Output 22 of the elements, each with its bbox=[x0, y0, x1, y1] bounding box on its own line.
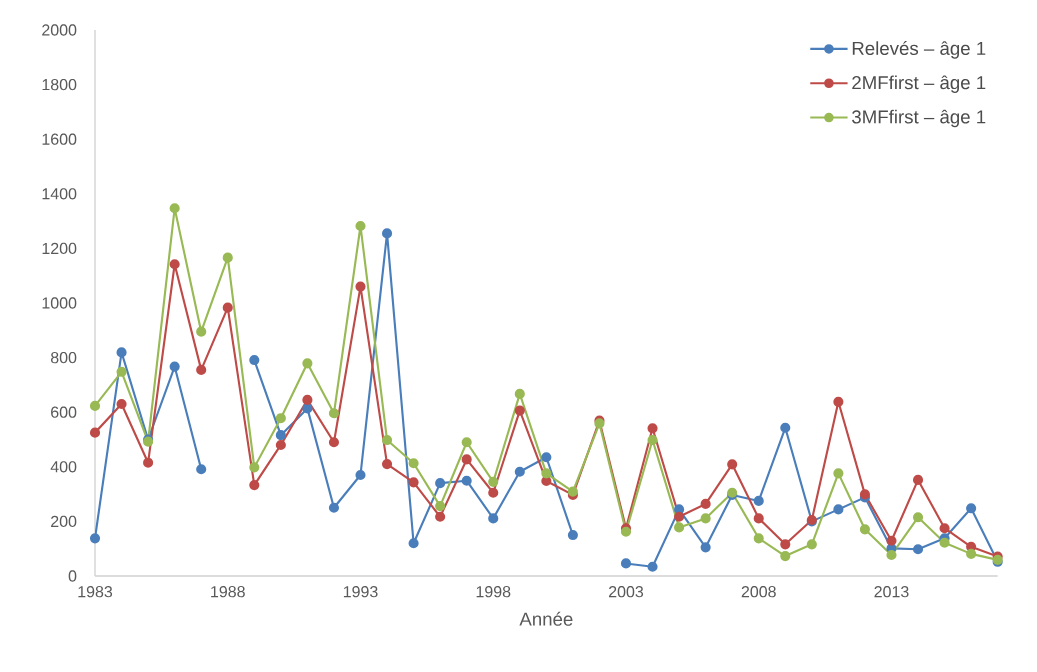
y-tick-label: 600 bbox=[51, 406, 77, 418]
legend-label: Relevés – âge 1 bbox=[852, 41, 986, 59]
x-tick-label: 2008 bbox=[741, 586, 776, 598]
x-tick-label: 2013 bbox=[874, 586, 909, 598]
y-tick-label: 200 bbox=[51, 515, 77, 528]
legend-label: 2MFfirst – âge 1 bbox=[852, 75, 986, 93]
y-tick-label: 1400 bbox=[42, 188, 77, 200]
x-tick-label: 1993 bbox=[343, 586, 378, 598]
x-tick-label: 1983 bbox=[78, 586, 113, 598]
y-tick-label: 1000 bbox=[42, 297, 77, 309]
y-tick-label: 400 bbox=[50, 461, 77, 473]
x-axis-title: Année bbox=[519, 611, 573, 626]
x-tick-label: 2003 bbox=[608, 586, 644, 598]
y-tick-label: 800 bbox=[50, 351, 77, 364]
y-tick-label: 1200 bbox=[42, 242, 77, 255]
legend-label: 3MFfirst – âge 1 bbox=[852, 109, 986, 128]
x-tick-label: 1998 bbox=[476, 586, 511, 598]
y-tick-label: 1600 bbox=[42, 133, 77, 145]
x-tick-label: 1988 bbox=[211, 586, 245, 598]
y-tick-label: 2000 bbox=[42, 24, 77, 36]
y-tick-label: 1800 bbox=[42, 78, 77, 91]
y-tick-label: 0 bbox=[68, 570, 77, 582]
